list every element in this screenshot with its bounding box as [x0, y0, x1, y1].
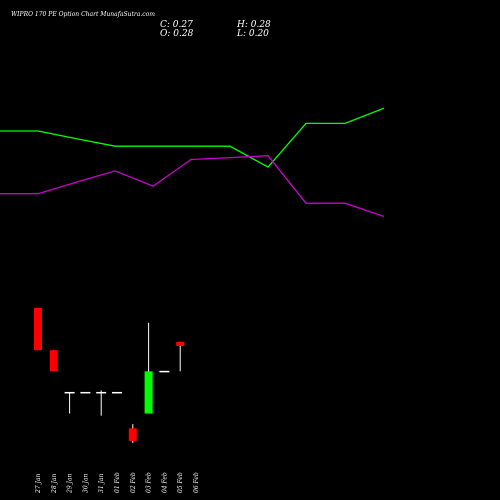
x-tick-label: 05 Feb — [177, 472, 184, 493]
x-tick-label: 27 Jan — [35, 473, 42, 494]
x-tick-label: 31 Jan — [98, 473, 105, 493]
candle-body — [112, 391, 122, 394]
x-tick-label: 02 Feb — [130, 472, 137, 493]
candle-body — [80, 391, 91, 394]
candle-28-jan — [49, 350, 58, 372]
x-tick-label: 28 Jan — [51, 473, 58, 494]
x-tick-label: 30 Jan — [82, 473, 89, 493]
candle-body — [144, 371, 153, 414]
x-tick-label: 06 Feb — [193, 472, 200, 493]
candle-body — [49, 350, 58, 372]
candle-31-jan — [96, 390, 107, 416]
high-value: H: 0.28 — [237, 20, 271, 30]
candle-04-feb — [159, 370, 170, 373]
candle-02-feb — [128, 424, 137, 444]
candle-body — [176, 341, 185, 346]
x-tick-label: 29 Jan — [67, 473, 74, 494]
chart-title: WIPRO 170 PE Option Chart MunafaSutra.co… — [11, 11, 155, 18]
candle-05-feb — [176, 341, 185, 372]
candle-01-feb — [112, 391, 122, 394]
candle-body — [64, 391, 75, 394]
overlay-line-2 — [0, 155, 385, 218]
x-tick-label: 01 Feb — [114, 472, 121, 493]
x-tick-label: 04 Feb — [161, 472, 168, 493]
candle-03-feb — [144, 322, 153, 414]
x-tick-label: 03 Feb — [146, 472, 153, 493]
close-value: C: 0.27 — [160, 20, 193, 30]
overlay-line-1 — [0, 107, 385, 168]
candle-body — [96, 391, 107, 394]
candle-29-jan — [64, 391, 75, 414]
candle-body — [128, 428, 137, 441]
candle-30-jan — [80, 391, 91, 394]
low-value: L: 0.20 — [237, 29, 269, 39]
candle-body — [159, 370, 170, 373]
open-value: O: 0.28 — [160, 29, 194, 39]
candle-body — [34, 308, 42, 351]
candle-27-jan — [34, 308, 42, 351]
